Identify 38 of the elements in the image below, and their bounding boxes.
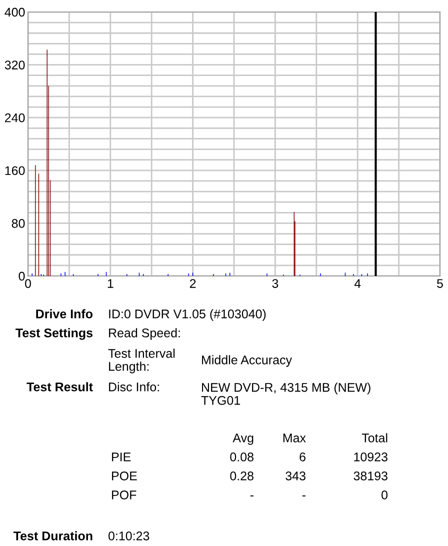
- text: -: [250, 495, 254, 496]
- text: Test Result: [26, 382, 93, 392]
- text: Middle Accuracy: [202, 355, 292, 367]
- x-tick-label: 1: [108, 279, 114, 288]
- y-tick-label: 160: [5, 166, 25, 176]
- y-tick-label: 0: [18, 272, 25, 281]
- text: Read Speed:: [109, 328, 180, 340]
- x-tick-label: 4: [354, 279, 361, 288]
- text: Max: [283, 434, 306, 442]
- text: NEW DVD-R, 4315 MB (NEW) TYG01: [201, 382, 370, 405]
- text: 343: [286, 472, 306, 480]
- text: -: [302, 495, 306, 496]
- text: 0.28: [230, 472, 254, 480]
- text: POF: [112, 490, 136, 500]
- text: Avg: [232, 434, 254, 445]
- text: 0.08: [230, 452, 254, 462]
- text: Test Settings: [16, 328, 92, 340]
- text: 0:10:23: [108, 532, 150, 540]
- text: 10923: [354, 452, 388, 462]
- text: 0: [382, 490, 388, 500]
- y-tick-label: 320: [4, 60, 25, 70]
- x-tick-label: 2: [190, 279, 196, 288]
- text: 6: [300, 452, 306, 462]
- text: Disc Info:: [109, 382, 159, 392]
- x-tick-label: 5: [437, 279, 443, 288]
- text: Drive Info: [36, 309, 93, 318]
- y-tick-label: 400: [4, 8, 25, 17]
- text: Total: [362, 433, 388, 442]
- text: Test Interval Length:: [108, 348, 175, 374]
- y-tick-label: 240: [5, 113, 25, 122]
- text: ID:0 DVDR V1.05 (#103040): [109, 309, 266, 321]
- text: Test Duration: [14, 531, 92, 540]
- text: POE: [112, 472, 137, 480]
- x-tick-label: 0: [25, 279, 31, 288]
- y-tick-label: 80: [12, 219, 25, 228]
- text: PIE: [112, 452, 131, 462]
- text: 38193: [354, 472, 388, 480]
- x-tick-label: 3: [272, 279, 278, 288]
